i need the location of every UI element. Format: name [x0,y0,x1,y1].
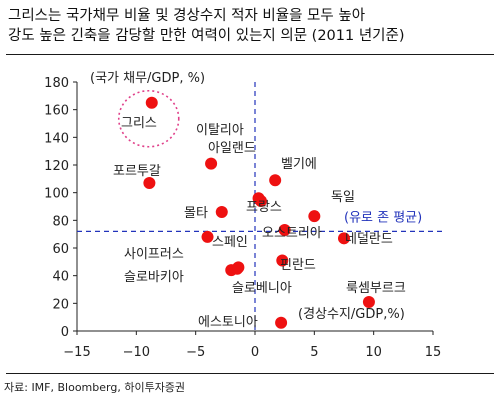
data-point [232,261,245,274]
data-point [278,224,291,237]
data-point [362,295,375,308]
x-tick-label: −10 [123,345,150,360]
x-tick-label: 10 [365,345,382,360]
y-tick-label: 180 [44,76,69,91]
data-point [338,232,350,245]
chart-title: 그리스는 국가채무 비율 및 경상수지 적자 비율을 모두 높아 강도 높은 긴… [8,6,494,46]
y-tick-label: 100 [44,187,69,202]
point-label: 프랑스 [246,200,282,215]
x-tick-label: 0 [251,345,259,360]
point-label: 핀란드 [280,258,316,273]
source-rule [6,373,494,374]
y-tick-label: 60 [52,242,69,257]
y-tick-label: 120 [44,159,69,174]
point-label: 슬로바키아 [124,270,184,285]
title-line-1: 그리스는 국가채무 비율 및 경상수지 적자 비율을 모두 높아 [8,8,366,24]
x-tick-label: 5 [310,345,318,360]
y-tick-label: 40 [52,270,69,285]
data-point [145,96,158,109]
highlight-circle [117,89,180,148]
y-tick-label: 140 [44,131,69,146]
data-point [275,316,288,329]
eurozone-average-label: (유로 존 평균) [344,210,422,225]
point-label: 이탈리아 [196,123,244,138]
x-tick-label: −5 [186,345,205,360]
x-tick-label: 15 [425,345,442,360]
y-tick-label: 20 [52,297,69,312]
data-point [269,174,282,187]
point-label: 포르투갈 [113,164,161,179]
x-tick-label: −15 [63,345,90,360]
x-axis-title: (경상수지/GDP,%) [298,307,405,322]
data-point [276,254,289,267]
source-note: 자료: IMF, Bloomberg, 하이투자증권 [4,381,186,394]
data-point [201,230,214,243]
data-point [308,210,321,223]
point-label: 벨기에 [281,157,317,172]
point-label: 몰타 [184,206,208,221]
y-axis-title: (국가 채무/GDP, %) [90,71,205,86]
title-line-2: 강도 높은 긴축을 감당할 만한 여력이 있는지 의문 (2011 년기준) [8,28,405,44]
data-point [215,206,228,219]
data-point [254,194,267,207]
data-point [143,176,156,189]
point-label: 아일랜드 [208,141,256,156]
point-label: 스페인 [212,235,248,250]
y-tick-label: 80 [52,214,69,229]
point-label: 슬로베니아 [232,281,292,296]
point-label: 그리스 [121,116,157,131]
y-tick-label: 0 [61,325,69,340]
point-label: 사이프러스 [124,247,184,262]
point-label: 네덜란드 [345,232,393,247]
title-rule [6,54,494,55]
point-label: 독일 [331,190,355,205]
data-point [205,157,218,170]
point-label: 룩셈부르크 [346,281,406,296]
point-label: 오스트리아 [262,226,322,241]
y-tick-label: 160 [44,104,69,119]
point-label: 에스토니아 [198,315,258,330]
